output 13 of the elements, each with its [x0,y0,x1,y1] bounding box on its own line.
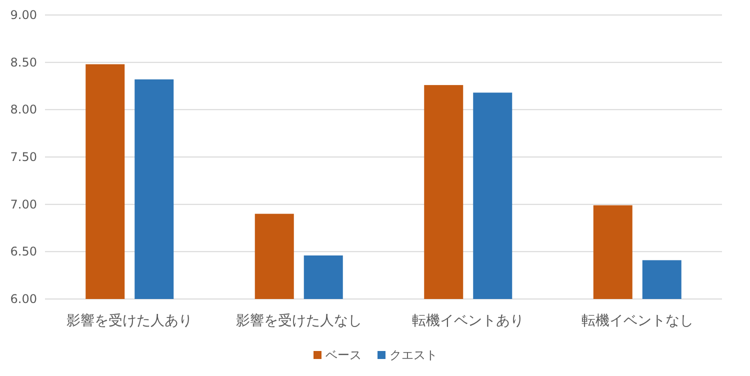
y-tick-label: 8.00 [10,102,37,117]
x-tick-label: 転機イベントなし [581,313,694,329]
y-tick-label: 6.50 [10,244,37,259]
x-tick-label: 影響を受けた人なし [236,313,362,329]
legend-label: ベース [326,348,362,362]
y-tick-label: 8.50 [10,55,37,70]
y-tick-label: 9.00 [10,8,37,22]
y-tick-label: 7.00 [10,197,37,212]
y-tick-label: 7.50 [10,150,37,164]
x-tick-label: 転機イベントあり [412,313,524,329]
x-tick-label: 影響を受けた人あり [66,313,193,329]
y-tick-label: 6.00 [10,292,37,306]
legend-label: クエスト [390,348,438,362]
